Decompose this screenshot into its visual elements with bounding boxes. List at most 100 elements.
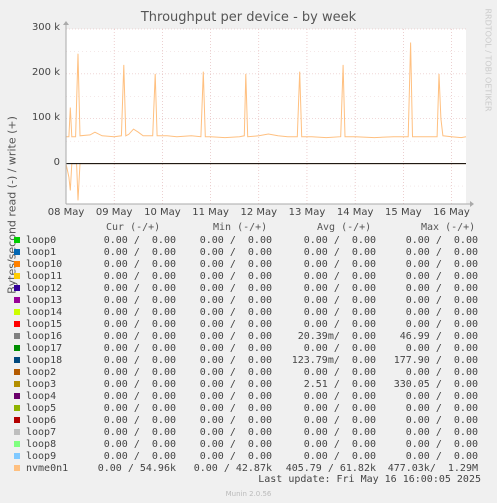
- legend-max: 0.00 / 0.00: [405, 319, 478, 330]
- x-tick-label: 08 May: [47, 207, 85, 218]
- legend-swatch: [14, 357, 20, 363]
- y-tick-label: 0: [53, 156, 60, 168]
- legend-row: loop17 0.00 / 0.00 0.00 / 0.00 0.00 / 0.00 0…: [0, 343, 497, 355]
- legend-min: 0.00 / 0.00: [199, 295, 272, 306]
- legend-min: 0.00 / 0.00: [199, 319, 272, 330]
- legend-name: loop12: [26, 283, 63, 294]
- legend-min: 0.00 / 0.00: [199, 379, 272, 390]
- legend-min: 0.00 / 42.87k: [193, 463, 272, 474]
- legend-name: loop14: [26, 307, 63, 318]
- legend-max: 0.00 / 0.00: [405, 235, 478, 246]
- legend-row: loop13 0.00 / 0.00 0.00 / 0.00 0.00 / 0.00 0…: [0, 295, 497, 307]
- legend-swatch: [14, 273, 20, 279]
- legend-swatch: [14, 285, 20, 291]
- legend-cur: 0.00 / 0.00: [103, 451, 176, 462]
- legend-row: loop3 0.00 / 0.00 0.00 / 0.00 2.51 / 0.00 33…: [0, 379, 497, 391]
- legend-avg: 0.00 / 0.00: [303, 307, 376, 318]
- x-tick-label: 14 May: [336, 207, 374, 218]
- legend-cur: 0.00 / 0.00: [103, 367, 176, 378]
- legend-max: 0.00 / 0.00: [405, 259, 478, 270]
- legend-max: 0.00 / 0.00: [405, 451, 478, 462]
- legend-row: loop18 0.00 / 0.00 0.00 / 0.00 123.79m/ 0.0…: [0, 355, 497, 367]
- legend-max: 0.00 / 0.00: [405, 367, 478, 378]
- legend-max: 330.05 / 0.00: [393, 379, 478, 390]
- legend-name: loop17: [26, 343, 63, 354]
- legend-cur: 0.00 / 0.00: [103, 391, 176, 402]
- legend-swatch: [14, 261, 20, 267]
- legend-row: nvme0n1 0.00 / 54.96k 0.00 / 42.87k 405.79 …: [0, 463, 497, 475]
- legend-avg: 0.00 / 0.00: [303, 427, 376, 438]
- legend-max: 0.00 / 0.00: [405, 307, 478, 318]
- header-max: Max (-/+): [421, 222, 476, 233]
- plot-background: [66, 29, 466, 204]
- legend-max: 0.00 / 0.00: [405, 295, 478, 306]
- legend-max: 0.00 / 0.00: [405, 283, 478, 294]
- legend-cur: 0.00 / 0.00: [103, 307, 176, 318]
- legend-name: loop5: [26, 403, 57, 414]
- legend-avg: 0.00 / 0.00: [303, 451, 376, 462]
- y-tick-label: 100 k: [31, 111, 60, 123]
- legend-cur: 0.00 / 0.00: [103, 415, 176, 426]
- legend-max: 0.00 / 0.00: [405, 427, 478, 438]
- legend-name: loop2: [26, 367, 57, 378]
- legend-min: 0.00 / 0.00: [199, 259, 272, 270]
- legend-cur: 0.00 / 54.96k: [97, 463, 176, 474]
- last-update: Last update: Fri May 16 16:00:05 2025: [258, 474, 481, 485]
- x-tick-label: 12 May: [240, 207, 278, 218]
- legend-cur: 0.00 / 0.00: [103, 295, 176, 306]
- legend-swatch: [14, 441, 20, 447]
- header-cur: Cur (-/+): [106, 222, 161, 233]
- legend-min: 0.00 / 0.00: [199, 367, 272, 378]
- plot-area: [63, 21, 474, 207]
- legend-max: 177.90 / 0.00: [393, 355, 478, 366]
- legend-name: loop13: [26, 295, 63, 306]
- legend-swatch: [14, 345, 20, 351]
- legend-row: loop1 0.00 / 0.00 0.00 / 0.00 0.00 / 0.00 0.…: [0, 247, 497, 259]
- legend-row: loop6 0.00 / 0.00 0.00 / 0.00 0.00 / 0.00 0.…: [0, 415, 497, 427]
- legend-avg: 0.00 / 0.00: [303, 259, 376, 270]
- legend-cur: 0.00 / 0.00: [103, 355, 176, 366]
- legend-cur: 0.00 / 0.00: [103, 439, 176, 450]
- legend-row: loop9 0.00 / 0.00 0.00 / 0.00 0.00 / 0.00 0.…: [0, 451, 497, 463]
- legend-name: loop10: [26, 259, 63, 270]
- legend-row: loop12 0.00 / 0.00 0.00 / 0.00 0.00 / 0.00 0…: [0, 283, 497, 295]
- legend-row: loop8 0.00 / 0.00 0.00 / 0.00 0.00 / 0.00 0.…: [0, 439, 497, 451]
- legend-row: loop5 0.00 / 0.00 0.00 / 0.00 0.00 / 0.00 0.…: [0, 403, 497, 415]
- legend-min: 0.00 / 0.00: [199, 439, 272, 450]
- header-min: Min (-/+): [213, 222, 268, 233]
- legend-avg: 0.00 / 0.00: [303, 439, 376, 450]
- legend-avg: 2.51 / 0.00: [303, 379, 376, 390]
- legend-row: loop2 0.00 / 0.00 0.00 / 0.00 0.00 / 0.00 0.…: [0, 367, 497, 379]
- legend-name: loop7: [26, 427, 57, 438]
- legend-cur: 0.00 / 0.00: [103, 379, 176, 390]
- legend-name: loop3: [26, 379, 57, 390]
- legend-max: 0.00 / 0.00: [405, 415, 478, 426]
- x-tick-label: 10 May: [144, 207, 181, 218]
- legend-cur: 0.00 / 0.00: [103, 235, 176, 246]
- legend-cur: 0.00 / 0.00: [103, 259, 176, 270]
- legend-avg: 123.79m/ 0.00: [291, 355, 376, 366]
- y-tick-label: 200 k: [31, 66, 60, 78]
- legend-swatch: [14, 405, 20, 411]
- legend-avg: 0.00 / 0.00: [303, 391, 376, 402]
- legend-swatch: [14, 369, 20, 375]
- legend-min: 0.00 / 0.00: [199, 355, 272, 366]
- legend-max: 0.00 / 0.00: [405, 343, 478, 354]
- legend-avg: 0.00 / 0.00: [303, 283, 376, 294]
- legend-row: loop16 0.00 / 0.00 0.00 / 0.00 20.39m/ 0.00…: [0, 331, 497, 343]
- legend-min: 0.00 / 0.00: [199, 451, 272, 462]
- series-write-line: [66, 42, 467, 139]
- legend-cur: 0.00 / 0.00: [103, 427, 176, 438]
- legend-cur: 0.00 / 0.00: [103, 283, 176, 294]
- grid-lines: [65, 28, 466, 204]
- legend-name: loop0: [26, 235, 57, 246]
- legend-avg: 20.39m/ 0.00: [297, 331, 376, 342]
- munin-version: Munin 2.0.56: [225, 490, 272, 498]
- x-axis-arrow: [470, 201, 474, 207]
- legend-min: 0.00 / 0.00: [199, 343, 272, 354]
- legend-row: loop11 0.00 / 0.00 0.00 / 0.00 0.00 / 0.00 0…: [0, 271, 497, 283]
- axes: [63, 21, 474, 207]
- y-axis-arrow: [63, 21, 69, 25]
- legend-cur: 0.00 / 0.00: [103, 343, 176, 354]
- legend-avg: 0.00 / 0.00: [303, 403, 376, 414]
